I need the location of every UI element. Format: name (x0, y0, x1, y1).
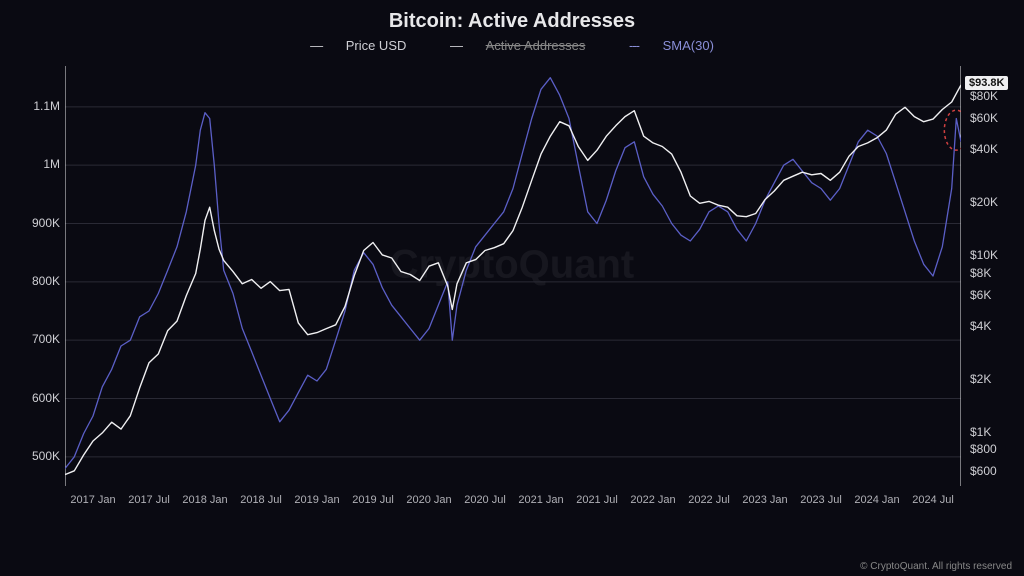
y-left-label: 1M (0, 157, 60, 171)
y-right-label: $800 (970, 442, 1024, 456)
y-right-label: $20K (970, 195, 1024, 209)
x-label: 2020 Jan (406, 494, 451, 506)
y-left-label: 800K (0, 274, 60, 288)
y-left-label: 600K (0, 391, 60, 405)
x-label: 2019 Jan (294, 494, 339, 506)
y-right-label: $2K (970, 372, 1024, 386)
x-label: 2017 Jul (128, 494, 170, 506)
x-label: 2017 Jan (70, 494, 115, 506)
y-right-label: $600 (970, 464, 1024, 478)
x-label: 2020 Jul (464, 494, 506, 506)
x-label: 2018 Jul (240, 494, 282, 506)
x-label: 2023 Jan (742, 494, 787, 506)
x-label: 2021 Jan (518, 494, 563, 506)
chart-svg (65, 66, 961, 520)
y-left-label: 500K (0, 449, 60, 463)
y-right-label: $40K (970, 142, 1024, 156)
x-label: 2018 Jan (182, 494, 227, 506)
chart-area (65, 66, 961, 520)
x-label: 2019 Jul (352, 494, 394, 506)
x-label: 2023 Jul (800, 494, 842, 506)
x-label: 2022 Jul (688, 494, 730, 506)
legend-addresses: — Active Addresses (440, 38, 595, 53)
copyright: © CryptoQuant. All rights reserved (860, 561, 1012, 572)
y-left-label: 700K (0, 332, 60, 346)
x-label: 2022 Jan (630, 494, 675, 506)
legend-sma: --- SMA(30) (619, 38, 724, 53)
y-right-label: $6K (970, 288, 1024, 302)
y-left-label: 1.1M (0, 99, 60, 113)
y-right-label: $80K (970, 89, 1024, 103)
chart-title: Bitcoin: Active Addresses (0, 10, 1024, 33)
y-right-label: $1K (970, 425, 1024, 439)
x-label: 2024 Jul (912, 494, 954, 506)
legend-price: — Price USD (300, 38, 416, 53)
y-right-label: $60K (970, 111, 1024, 125)
y-right-label: $4K (970, 319, 1024, 333)
price-badge: $93.8K (965, 76, 1008, 90)
chart-legend: — Price USD — Active Addresses --- SMA(3… (0, 38, 1024, 53)
y-right-label: $10K (970, 248, 1024, 262)
x-label: 2024 Jan (854, 494, 899, 506)
y-left-label: 900K (0, 216, 60, 230)
y-right-label: $8K (970, 266, 1024, 280)
x-label: 2021 Jul (576, 494, 618, 506)
